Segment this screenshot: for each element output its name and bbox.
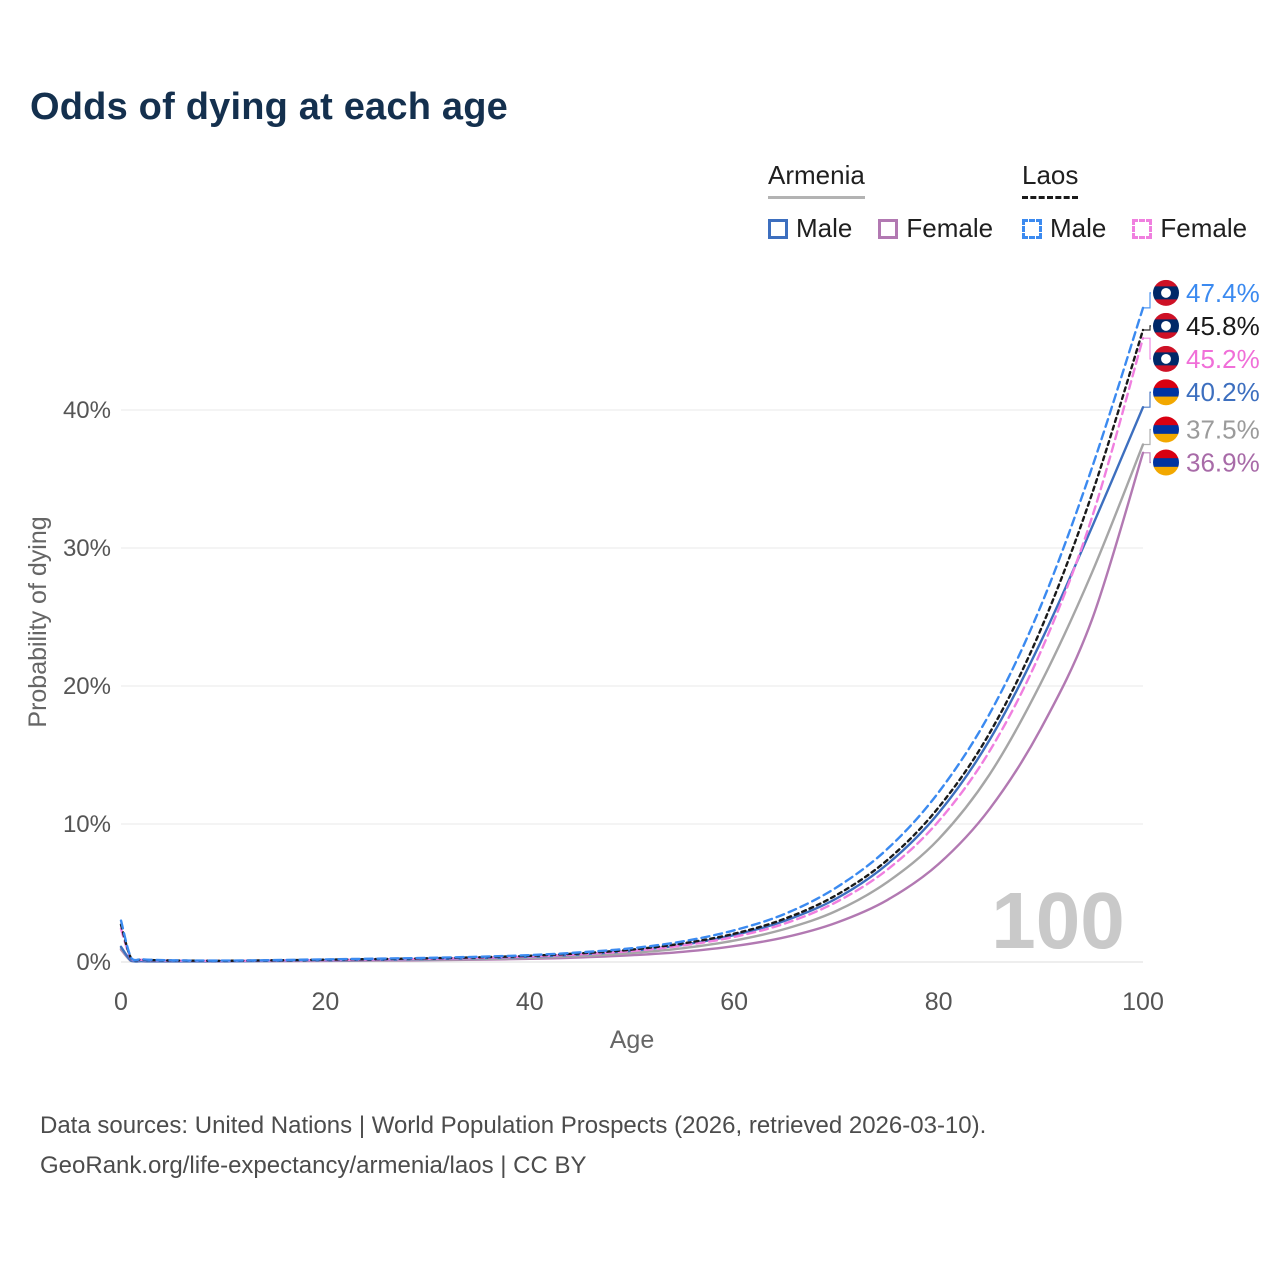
laos-male-swatch-icon bbox=[1022, 218, 1042, 239]
x-axis-label: Age bbox=[610, 1026, 654, 1054]
legend-armenia-header[interactable]: Armenia bbox=[768, 160, 865, 199]
end-label-connector bbox=[1143, 391, 1151, 408]
end-label-connector bbox=[1143, 292, 1151, 309]
series-line-laos-female bbox=[119, 337, 1145, 963]
series-line-armenia-both bbox=[119, 443, 1145, 963]
y-tick-label: 20% bbox=[63, 673, 111, 700]
laos-flag-icon bbox=[1153, 345, 1179, 372]
end-label-connector bbox=[1143, 337, 1151, 360]
y-tick-label: 40% bbox=[63, 397, 111, 424]
legend-armenia-male[interactable]: Male bbox=[768, 213, 852, 244]
end-value-label: 40.2% bbox=[1186, 377, 1260, 407]
age-watermark: 100 bbox=[991, 876, 1124, 965]
footer-sources: Data sources: United Nations | World Pop… bbox=[40, 1112, 987, 1139]
legend-laos-female[interactable]: Female bbox=[1132, 213, 1247, 244]
legend-laos-header[interactable]: Laos bbox=[1022, 160, 1079, 199]
laos-flag-icon bbox=[1153, 312, 1179, 339]
x-tick-label: 80 bbox=[925, 988, 953, 1016]
legend-laos-male[interactable]: Male bbox=[1022, 213, 1106, 244]
armenia-flag-icon bbox=[1153, 416, 1179, 443]
series-line-laos-both bbox=[119, 328, 1145, 963]
x-tick-label: 100 bbox=[1122, 988, 1164, 1016]
x-tick-label: 60 bbox=[720, 988, 748, 1016]
armenia-flag-icon bbox=[1153, 379, 1179, 406]
legend-armenia-male-label: Male bbox=[796, 213, 853, 243]
armenia-female-swatch-icon bbox=[878, 218, 899, 239]
end-value-label: 45.2% bbox=[1186, 344, 1260, 374]
legend-group-armenia: Armenia Male Female bbox=[768, 160, 993, 244]
legend-laos-items: Male Female bbox=[1022, 213, 1247, 244]
end-value-label: 45.8% bbox=[1186, 311, 1260, 341]
y-tick-label: 10% bbox=[63, 811, 111, 838]
footer-attribution: GeoRank.org/life-expectancy/armenia/laos… bbox=[40, 1152, 587, 1179]
end-value-label: 47.4% bbox=[1186, 278, 1260, 308]
x-tick-label: 20 bbox=[311, 988, 339, 1016]
laos-flag-icon bbox=[1153, 279, 1179, 306]
legend-armenia-items: Male Female bbox=[768, 213, 993, 244]
y-axis-label: Probability of dying bbox=[24, 516, 52, 727]
chart-title: Odds of dying at each age bbox=[30, 86, 508, 128]
end-label-connector bbox=[1143, 428, 1151, 446]
y-tick-label: 30% bbox=[63, 535, 111, 562]
series-line-armenia-female bbox=[119, 451, 1145, 963]
x-tick-label: 0 bbox=[114, 988, 128, 1016]
series-line-armenia-male bbox=[119, 406, 1145, 963]
laos-female-swatch-icon bbox=[1132, 218, 1153, 239]
y-tick-label: 0% bbox=[76, 949, 111, 976]
legend-armenia-female-label: Female bbox=[906, 213, 994, 243]
end-label-connector bbox=[1143, 325, 1151, 331]
x-tick-label: 40 bbox=[516, 988, 544, 1016]
series-line-laos-male bbox=[119, 306, 1145, 962]
end-value-label: 37.5% bbox=[1186, 415, 1260, 445]
footer: Data sources: United Nations | World Pop… bbox=[40, 1106, 986, 1186]
legend-laos-male-label: Male bbox=[1050, 213, 1107, 243]
armenia-flag-icon bbox=[1153, 449, 1179, 476]
end-value-label: 36.9% bbox=[1186, 448, 1260, 478]
legend-group-laos: Laos Male Female bbox=[1022, 160, 1247, 244]
legend-laos-female-label: Female bbox=[1160, 213, 1248, 243]
end-label-connector bbox=[1143, 452, 1151, 464]
armenia-male-swatch-icon bbox=[768, 218, 788, 239]
legend-armenia-female[interactable]: Female bbox=[878, 213, 993, 244]
